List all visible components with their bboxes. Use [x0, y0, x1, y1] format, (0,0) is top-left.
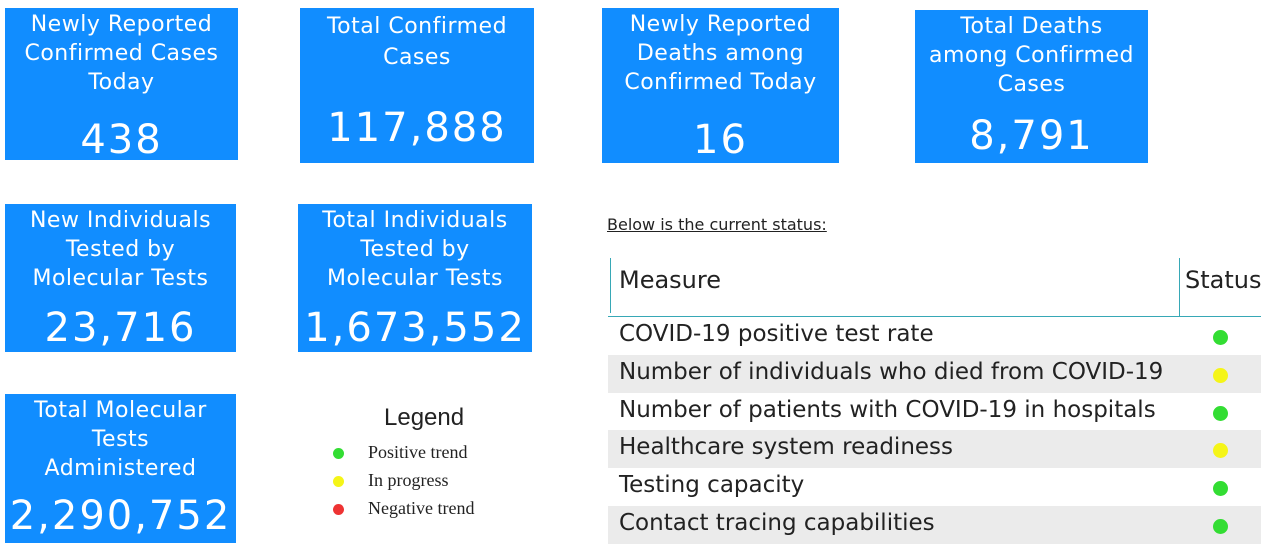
tile-value: 8,791	[969, 113, 1094, 159]
yellow-dot-icon	[333, 476, 344, 487]
table-row: Number of individuals who died from COVI…	[608, 354, 1261, 393]
table-row: Contact tracing capabilities	[608, 505, 1261, 544]
table-row: Number of patients with COVID-19 in hosp…	[608, 393, 1261, 431]
yellow-dot-icon	[1213, 443, 1228, 459]
green-dot-icon	[1213, 481, 1228, 497]
column-header-status[interactable]: Status	[1185, 266, 1261, 294]
green-dot-icon	[1213, 518, 1228, 534]
tile-new-individuals-tested: New Individuals Tested by Molecular Test…	[5, 204, 236, 352]
measure-cell: Testing capacity	[619, 472, 805, 499]
status-table: Measure Status COVID-19 positive test ra…	[608, 258, 1261, 544]
tile-newly-reported-deaths: Newly Reported Deaths among Confirmed To…	[602, 8, 839, 163]
measure-cell: Healthcare system readiness	[619, 434, 954, 461]
measure-cell: Number of individuals who died from COVI…	[619, 358, 1164, 385]
tile-value: 2,290,752	[9, 493, 232, 539]
green-dot-icon	[1213, 405, 1228, 421]
tile-label: New Individuals Tested by Molecular Test…	[29, 208, 212, 291]
tile-value: 16	[693, 117, 748, 163]
tile-label: Total Deaths among Confirmed Cases	[929, 14, 1134, 97]
tile-total-confirmed-cases: Total Confirmed Cases 117,888	[300, 8, 534, 163]
tile-total-molecular-tests: Total Molecular Tests Administered 2,290…	[5, 394, 236, 543]
legend-label: Positive trend	[368, 442, 468, 462]
tile-value: 117,888	[327, 105, 507, 151]
header-divider	[610, 258, 611, 313]
tile-total-deaths: Total Deaths among Confirmed Cases 8,791	[915, 10, 1148, 163]
tile-value: 1,673,552	[304, 305, 526, 351]
measure-cell: COVID-19 positive test rate	[619, 321, 934, 347]
tile-value: 23,716	[44, 305, 197, 351]
measure-cell: Number of patients with COVID-19 in hosp…	[619, 396, 1156, 423]
tile-label: Newly Reported Deaths among Confirmed To…	[624, 12, 817, 95]
tile-label: Total Confirmed Cases	[326, 14, 508, 70]
tile-value: 438	[80, 117, 163, 163]
status-heading: Below is the current status:	[607, 215, 827, 234]
legend-label: Negative trend	[368, 498, 475, 518]
table-row: COVID-19 positive test rate	[608, 317, 1261, 355]
green-dot-icon	[1213, 330, 1228, 345]
column-divider	[1179, 258, 1180, 316]
measure-cell: Contact tracing capabilities	[619, 509, 935, 536]
red-dot-icon	[333, 504, 344, 515]
table-row: Healthcare system readiness	[608, 430, 1261, 469]
green-dot-icon	[333, 448, 344, 459]
tile-label: Total Individuals Tested by Molecular Te…	[322, 208, 508, 291]
table-header: Measure Status	[608, 258, 1261, 317]
yellow-dot-icon	[1213, 367, 1228, 383]
legend-title: Legend	[384, 404, 465, 431]
tile-label: Newly Reported Confirmed Cases Today	[24, 12, 219, 95]
tile-newly-reported-cases: Newly Reported Confirmed Cases Today 438	[5, 8, 238, 163]
tile-label: Total Molecular Tests Administered	[34, 398, 207, 481]
tile-total-individuals-tested: Total Individuals Tested by Molecular Te…	[298, 204, 532, 352]
legend-label: In progress	[368, 470, 449, 490]
column-header-measure[interactable]: Measure	[619, 266, 721, 294]
table-row: Testing capacity	[608, 468, 1261, 506]
